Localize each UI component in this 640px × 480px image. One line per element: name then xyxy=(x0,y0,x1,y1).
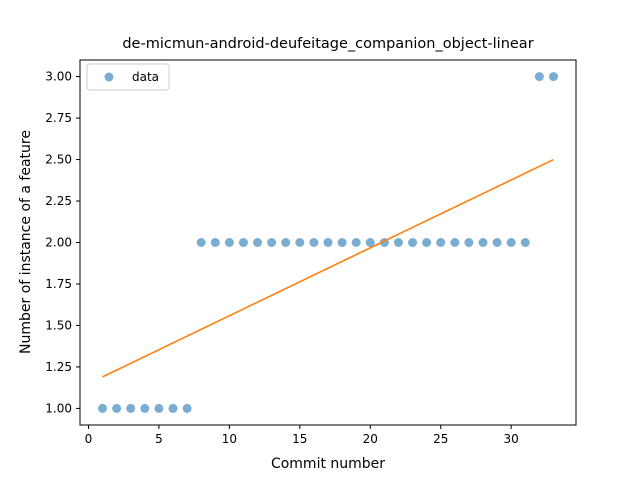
data-point xyxy=(365,238,375,247)
data-point xyxy=(140,403,150,413)
axes: 0 5 10 15 20 25 30 1.00 1.25 1.50 1.75 2.00 2.25 2.50… xyxy=(45,59,577,446)
legend: data xyxy=(86,63,170,91)
x-tick-label: 20 xyxy=(363,432,378,446)
data-point xyxy=(238,238,248,247)
chart-title: de-micmun-android-deufeitage_companion_o… xyxy=(122,36,533,52)
legend-label-data: data xyxy=(132,70,159,84)
x-axis-label: Commit number xyxy=(271,456,385,472)
data-point xyxy=(154,403,164,413)
data-point xyxy=(309,238,319,247)
data-point xyxy=(281,238,291,247)
x-tick-label: 0 xyxy=(85,432,93,446)
data-point xyxy=(295,238,305,247)
data-point xyxy=(98,403,108,413)
y-tick-label: 2.00 xyxy=(45,236,72,250)
data-point xyxy=(210,238,220,247)
y-tick-label: 2.50 xyxy=(45,153,72,167)
y-axis-label: Number of instance of a feature xyxy=(18,130,34,354)
data-point xyxy=(548,72,558,82)
plot-area xyxy=(98,72,558,413)
data-point xyxy=(224,238,234,247)
x-tick-label: 15 xyxy=(292,432,307,446)
x-tick-label: 25 xyxy=(433,432,448,446)
legend-frame xyxy=(86,63,170,91)
data-point xyxy=(422,238,432,247)
data-point xyxy=(253,238,263,247)
y-tick-label: 3.00 xyxy=(45,70,72,84)
data-point xyxy=(182,403,192,413)
data-point xyxy=(168,403,178,413)
legend-marker-data xyxy=(104,72,114,82)
data-point xyxy=(408,238,418,247)
data-point xyxy=(492,238,502,247)
y-tick-label: 2.75 xyxy=(45,111,72,125)
trend-line xyxy=(102,158,554,378)
data-point xyxy=(464,238,474,247)
data-point xyxy=(337,238,347,247)
data-point xyxy=(267,238,277,247)
y-tick-label: 1.00 xyxy=(45,401,72,415)
data-point xyxy=(126,403,136,413)
y-tick-label: 1.50 xyxy=(45,318,72,332)
data-point xyxy=(323,238,333,247)
x-tick-label: 5 xyxy=(155,432,163,446)
x-tick-label: 30 xyxy=(504,432,519,446)
y-tick-label: 2.25 xyxy=(45,194,72,208)
y-tick-label: 1.75 xyxy=(45,277,72,291)
y-tick-label: 1.25 xyxy=(45,360,72,374)
x-tick-label: 10 xyxy=(222,432,237,446)
data-point xyxy=(478,238,488,247)
data-point xyxy=(436,238,446,247)
data-point xyxy=(506,238,516,247)
data-point xyxy=(351,238,361,247)
data-point xyxy=(196,238,206,247)
data-point xyxy=(520,238,530,247)
data-point xyxy=(112,403,122,413)
data-point xyxy=(393,238,403,247)
data-point xyxy=(450,238,460,247)
data-point xyxy=(534,72,544,82)
